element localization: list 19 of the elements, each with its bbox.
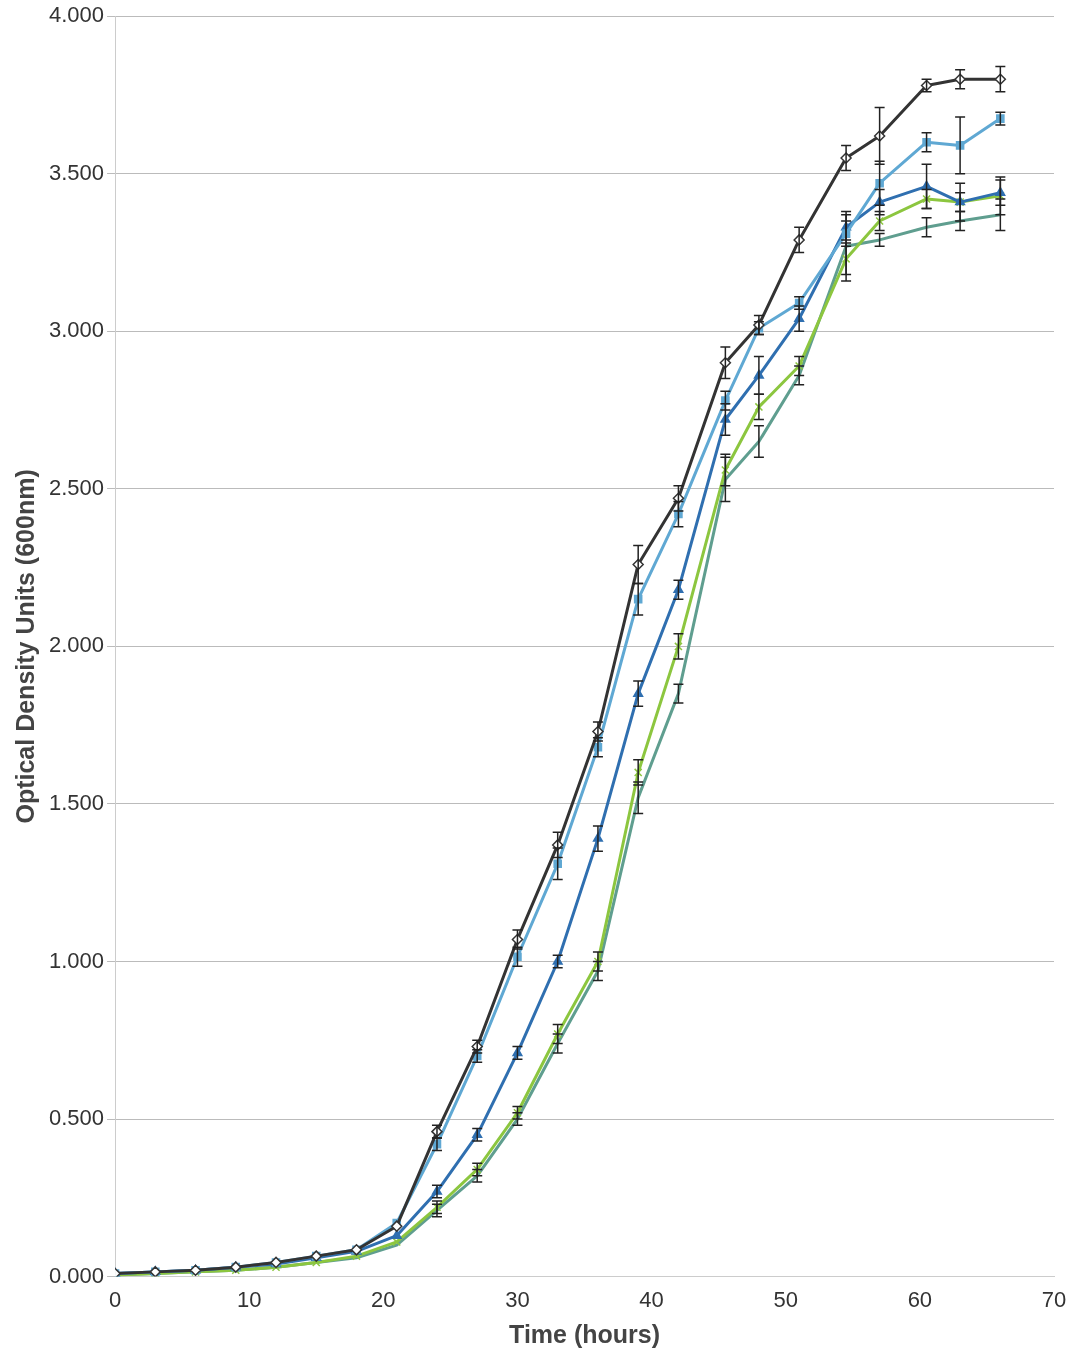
y-tick-label: 3.000 bbox=[48, 317, 105, 343]
y-tick-label: 1.500 bbox=[48, 790, 105, 816]
y-tick-label: 0.000 bbox=[48, 1262, 105, 1288]
y-tick-label: 3.500 bbox=[48, 159, 105, 185]
x-tick-label: 50 bbox=[773, 1286, 798, 1312]
y-axis-title: Optical Density Units (600nm) bbox=[10, 469, 39, 824]
x-tick-label: 10 bbox=[236, 1286, 262, 1312]
x-tick-label: 40 bbox=[639, 1286, 664, 1312]
x-tick-label: 70 bbox=[1041, 1286, 1067, 1312]
x-tick-label: 0 bbox=[108, 1286, 122, 1312]
x-tick-label: 30 bbox=[505, 1286, 530, 1312]
y-tick-label: 2.500 bbox=[48, 474, 105, 500]
y-tick-label: 4.000 bbox=[48, 2, 105, 28]
x-tick-label: 20 bbox=[371, 1286, 396, 1312]
y-tick-label: 0.500 bbox=[48, 1105, 105, 1131]
x-tick-label: 60 bbox=[907, 1286, 933, 1312]
x-axis-title: Time (hours) bbox=[509, 1319, 660, 1348]
y-tick-label: 1.000 bbox=[48, 947, 105, 973]
y-tick-label: 2.000 bbox=[48, 632, 105, 658]
